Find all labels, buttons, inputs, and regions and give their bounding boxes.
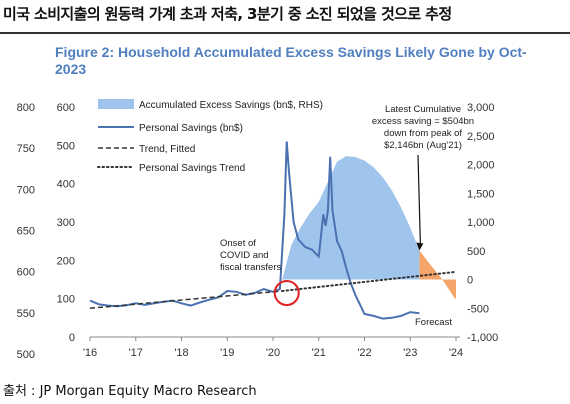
y-left-outer-tick-label: 500 (17, 349, 35, 361)
annotation-forecast: Forecast (415, 317, 452, 328)
y-left-outer-tick-label: 550 (17, 308, 35, 320)
annotation-latest-line: down from peak of (384, 128, 463, 139)
y-right-tick-label: 1,500 (467, 188, 495, 200)
x-tick-label: '18 (174, 347, 188, 359)
personal-savings-trend-line (281, 270, 457, 292)
line-layer (89, 141, 457, 320)
title-underline (0, 32, 570, 34)
figure-title: Figure 2: Household Accumulated Excess S… (55, 44, 527, 77)
x-tick-label: '21 (312, 347, 326, 359)
y-right-tick-label: -500 (467, 303, 489, 315)
korean-title: 미국 소비지출의 원동력 가계 초과 저축, 3분기 중 소진 되었을 것으로 … (3, 5, 452, 23)
legend-swatch-area (98, 99, 134, 109)
area-layer (282, 156, 456, 300)
y-left-outer-tick-label: 800 (17, 102, 35, 114)
y-right-tick-label: 2,000 (467, 160, 495, 172)
x-tick-label: '23 (403, 347, 417, 359)
y-left-outer-tick-label: 600 (17, 267, 35, 279)
annotation-arrow-line (417, 154, 421, 245)
annotation-latest-line: $2,146bn (Aug'21) (384, 140, 462, 151)
x-tick-label: '17 (129, 347, 143, 359)
x-tick-label: '16 (83, 347, 97, 359)
source-note: 출처 : JP Morgan Equity Macro Research (3, 384, 257, 399)
annotation-covid-line: fiscal transfers (220, 262, 281, 273)
covid-onset-marker (273, 280, 300, 306)
x-tick-label: '20 (266, 347, 280, 359)
y-left-outer-tick-label: 750 (17, 143, 35, 155)
legend-label: Personal Savings Trend (139, 163, 245, 174)
annotation-covid-line: Onset of (220, 238, 256, 249)
y-left-tick-label: 600 (57, 102, 75, 114)
legend-label: Trend, Fitted (139, 144, 195, 155)
excess-savings-area-forecast (419, 250, 456, 300)
x-tick-label: '24 (449, 347, 463, 359)
annotation-arrow-head (416, 242, 424, 251)
axes-layer: '16 '17 '18 '19 '20 '21 '22 '23 '24 600 500 400 300 2… (17, 102, 499, 361)
x-tick-label: '19 (220, 347, 234, 359)
y-right-tick-label: 2,500 (467, 131, 495, 143)
y-left-tick-label: 400 (57, 179, 75, 191)
x-tick-label: '22 (357, 347, 371, 359)
trend-fitted-line (89, 290, 283, 309)
annotation-latest-line: excess saving = $504bn (372, 116, 474, 127)
legend-label: Accumulated Excess Savings (bn$, RHS) (139, 100, 323, 111)
y-right-tick-label: 500 (467, 246, 485, 258)
y-left-tick-label: 0 (69, 332, 75, 344)
y-right-tick-label: 0 (467, 275, 473, 287)
y-left-tick-label: 300 (57, 217, 75, 229)
y-left-tick-label: 200 (57, 255, 75, 267)
legend-label: Personal Savings (bn$) (139, 123, 243, 134)
y-right-tick-label: -1,000 (467, 332, 498, 344)
y-right-tick-label: 3,000 (467, 102, 495, 114)
annotation-latest-line: Latest Cumulative (385, 104, 461, 115)
legend: Accumulated Excess Savings (bn$, RHS) Per… (97, 99, 323, 174)
y-right-tick-label: 1,000 (467, 217, 495, 229)
y-left-outer-tick-label: 700 (17, 184, 35, 196)
y-left-tick-label: 100 (57, 294, 75, 306)
y-left-outer-tick-label: 650 (17, 226, 35, 238)
annotation-covid-line: COVID and (220, 250, 269, 261)
excess-savings-area-actual (282, 156, 420, 280)
y-left-tick-label: 500 (57, 140, 75, 152)
